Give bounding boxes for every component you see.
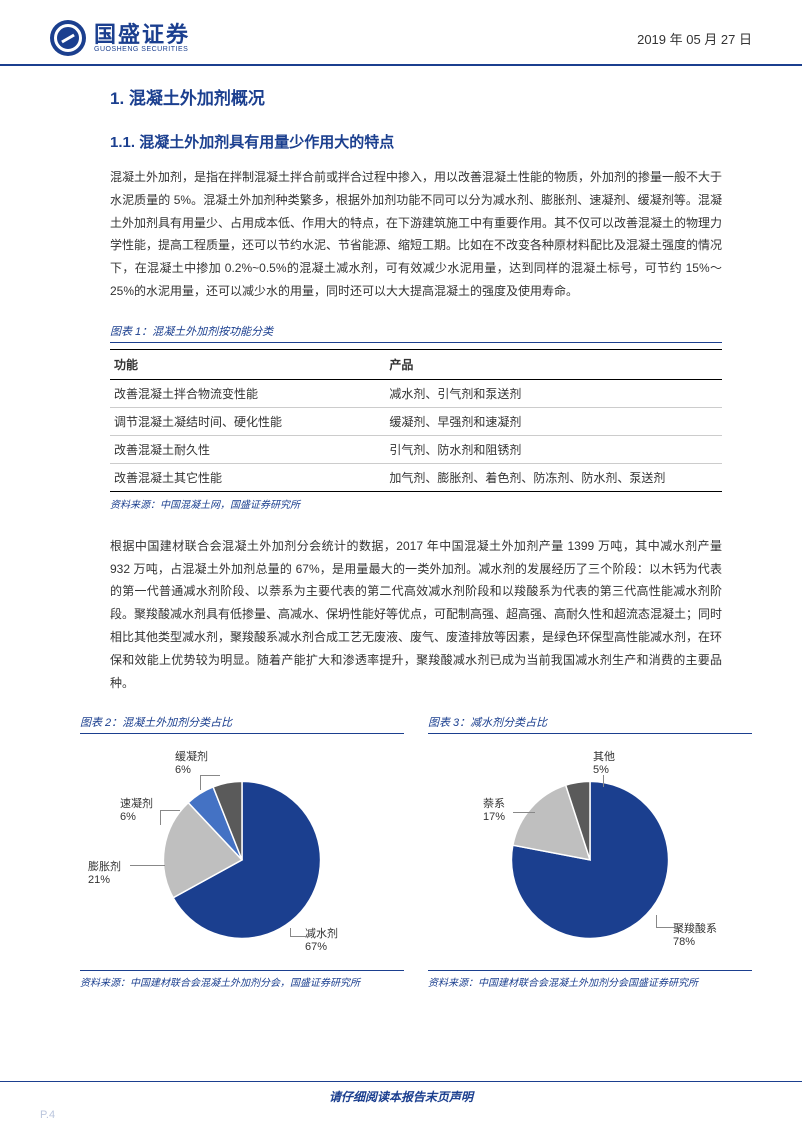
section-1-1-num: 1.1. bbox=[110, 134, 135, 151]
chart-2-source: 资料来源：中国建材联合会混凝土外加剂分会，国盛证券研究所 bbox=[80, 970, 404, 989]
pie-label: 聚羧酸系78% bbox=[673, 920, 717, 948]
page-header: 国盛证券 GUOSHENG SECURITIES 2019 年 05 月 27 … bbox=[0, 0, 802, 66]
table-row: 调节混凝土凝结时间、硬化性能缓凝剂、早强剂和速凝剂 bbox=[110, 407, 722, 435]
table-cell: 减水剂、引气剂和泵送剂 bbox=[385, 379, 722, 407]
section-1-1-heading: 1.1. 混凝土外加剂具有用量少作用大的特点 bbox=[110, 131, 722, 152]
pie-label: 萘系17% bbox=[483, 795, 505, 823]
pie-label: 缓凝剂6% bbox=[175, 748, 208, 776]
table-cell: 引气剂、防水剂和阻锈剂 bbox=[385, 435, 722, 463]
paragraph-2: 根据中国建材联合会混凝土外加剂分会统计的数据，2017 年中国混凝土外加剂产量 … bbox=[110, 535, 722, 695]
section-1-1-title: 混凝土外加剂具有用量少作用大的特点 bbox=[139, 134, 394, 151]
section-1-num: 1. bbox=[110, 89, 124, 108]
table-cell: 缓凝剂、早强剂和速凝剂 bbox=[385, 407, 722, 435]
chart-3-col: 图表 3：减水剂分类占比 聚羧酸系78% 萘系17% 其他5% 资料来源：中国建材联… bbox=[428, 714, 752, 989]
paragraph-1: 混凝土外加剂，是指在拌制混凝土拌合前或拌合过程中掺入，用以改善混凝土性能的物质，… bbox=[110, 166, 722, 303]
page-number: P.4 bbox=[40, 1109, 55, 1121]
logo: 国盛证券 GUOSHENG SECURITIES bbox=[50, 20, 190, 56]
charts-row: 图表 2：混凝土外加剂分类占比 减水剂67% 膨胀剂21% 速凝剂6% 缓凝剂6% 资… bbox=[80, 714, 752, 989]
table-1-caption: 图表 1：混凝土外加剂按功能分类 bbox=[110, 323, 722, 343]
logo-text-en: GUOSHENG SECURITIES bbox=[94, 46, 190, 53]
chart-3: 聚羧酸系78% 萘系17% 其他5% bbox=[428, 740, 752, 970]
logo-icon bbox=[50, 20, 86, 56]
pie-label: 其他5% bbox=[593, 748, 615, 776]
table-cell: 加气剂、膨胀剂、着色剂、防冻剂、防水剂、泵送剂 bbox=[385, 463, 722, 491]
pie-label: 膨胀剂21% bbox=[88, 858, 121, 886]
table-1: 功能产品 改善混凝土拌合物流变性能减水剂、引气剂和泵送剂调节混凝土凝结时间、硬化… bbox=[110, 349, 722, 492]
chart-2: 减水剂67% 膨胀剂21% 速凝剂6% 缓凝剂6% bbox=[80, 740, 404, 970]
table-row: 改善混凝土其它性能加气剂、膨胀剂、着色剂、防冻剂、防水剂、泵送剂 bbox=[110, 463, 722, 491]
chart-3-source: 资料来源：中国建材联合会混凝土外加剂分会国盛证券研究所 bbox=[428, 970, 752, 989]
chart-2-col: 图表 2：混凝土外加剂分类占比 减水剂67% 膨胀剂21% 速凝剂6% 缓凝剂6% 资… bbox=[80, 714, 404, 989]
pie-chart-svg bbox=[80, 740, 404, 970]
table-cell: 改善混凝土拌合物流变性能 bbox=[110, 379, 385, 407]
pie-label: 速凝剂6% bbox=[120, 795, 153, 823]
section-1-heading: 1. 混凝土外加剂概况 bbox=[110, 84, 722, 109]
pie-label: 减水剂67% bbox=[305, 925, 338, 953]
footer-disclaimer: 请仔细阅读本报告末页声明 bbox=[329, 1088, 473, 1105]
logo-text-cn: 国盛证券 bbox=[94, 24, 190, 46]
chart-2-caption: 图表 2：混凝土外加剂分类占比 bbox=[80, 714, 404, 734]
table-1-source: 资料来源：中国混凝土网，国盛证券研究所 bbox=[110, 496, 722, 511]
section-1-title: 混凝土外加剂概况 bbox=[129, 89, 265, 108]
table-row: 改善混凝土拌合物流变性能减水剂、引气剂和泵送剂 bbox=[110, 379, 722, 407]
table-cell: 改善混凝土耐久性 bbox=[110, 435, 385, 463]
page-footer: 请仔细阅读本报告末页声明 bbox=[0, 1081, 802, 1105]
table-row: 改善混凝土耐久性引气剂、防水剂和阻锈剂 bbox=[110, 435, 722, 463]
table-cell: 调节混凝土凝结时间、硬化性能 bbox=[110, 407, 385, 435]
table-cell: 改善混凝土其它性能 bbox=[110, 463, 385, 491]
table-header: 功能 bbox=[110, 349, 385, 379]
header-date: 2019 年 05 月 27 日 bbox=[637, 29, 752, 48]
chart-3-caption: 图表 3：减水剂分类占比 bbox=[428, 714, 752, 734]
table-header: 产品 bbox=[385, 349, 722, 379]
